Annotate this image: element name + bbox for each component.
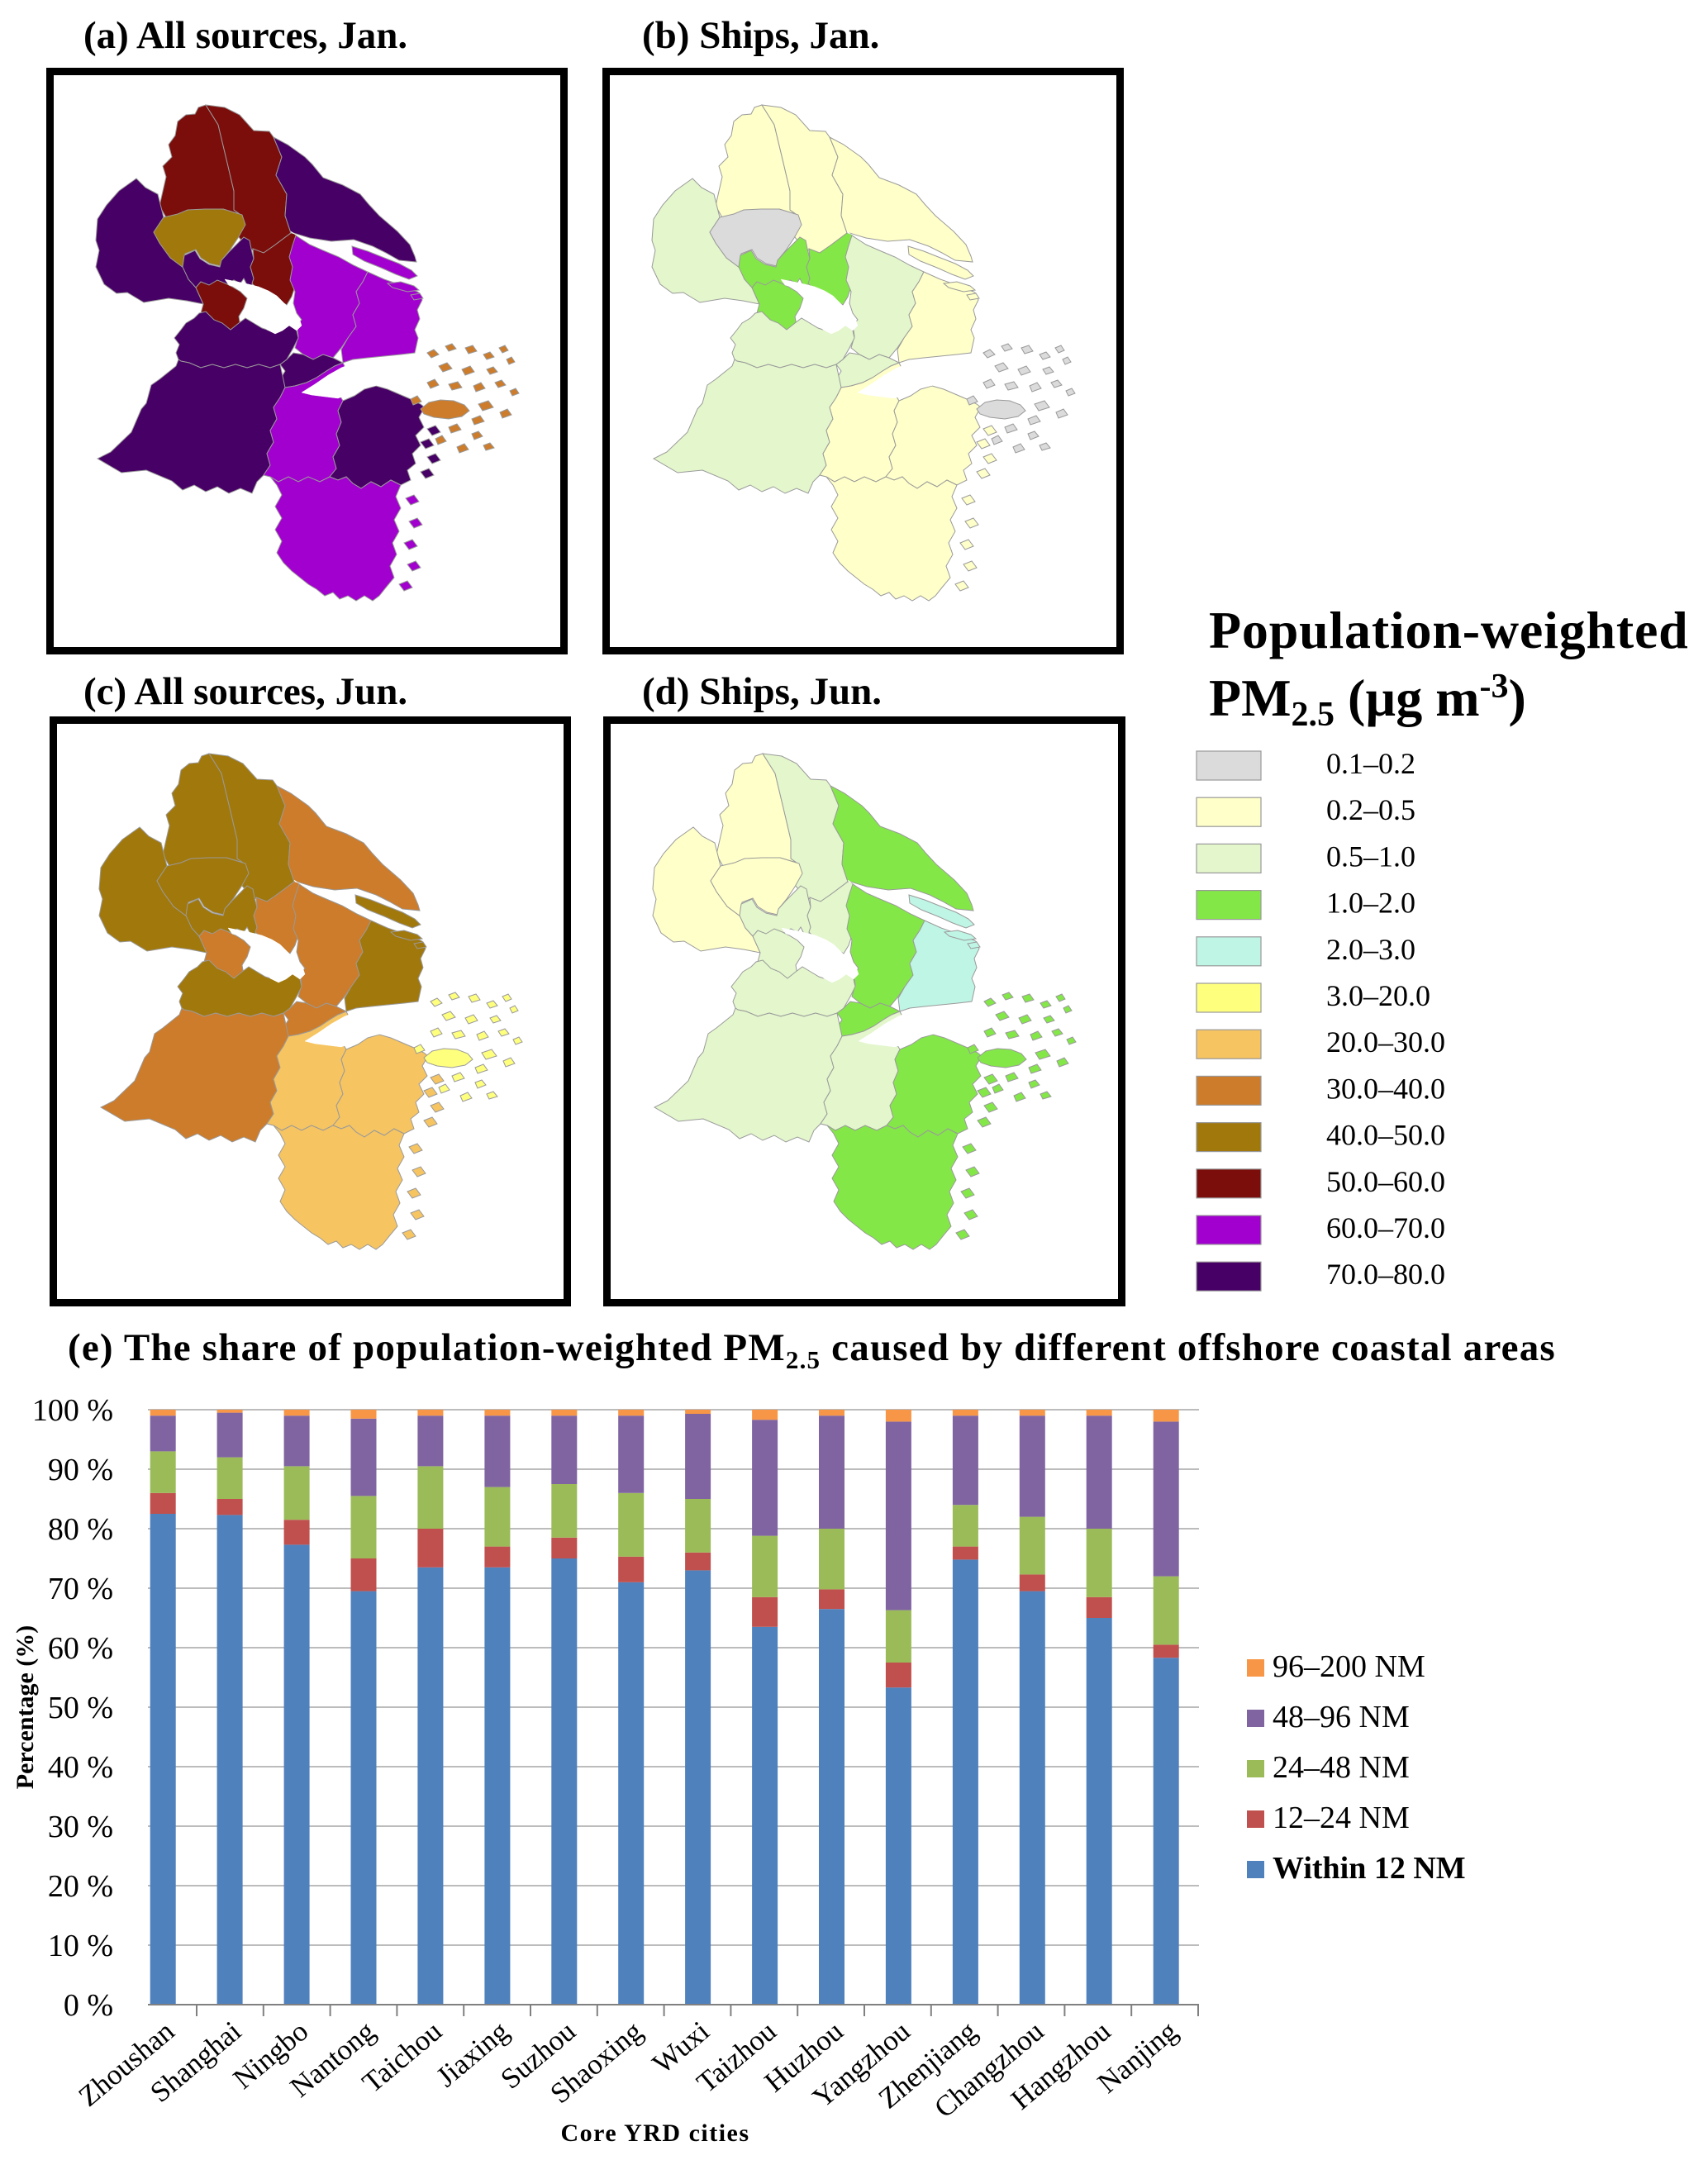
svg-text:1.0–2.0: 1.0–2.0 (1326, 887, 1415, 920)
svg-text:40.0–50.0: 40.0–50.0 (1326, 1119, 1445, 1152)
svg-text:30 %: 30 % (48, 1810, 113, 1844)
svg-text:Within 12 NM: Within 12 NM (1273, 1851, 1466, 1886)
svg-text:60 %: 60 % (48, 1631, 113, 1666)
svg-text:(e) The share of population-we: (e) The share of population-weighted PM2… (68, 1326, 1556, 1374)
svg-text:0.2–0.5: 0.2–0.5 (1326, 793, 1415, 826)
svg-text:Core YRD cities: Core YRD cities (560, 2120, 749, 2147)
svg-text:(d) Ships, Jun.: (d) Ships, Jun. (642, 670, 882, 713)
svg-text:3.0–20.0: 3.0–20.0 (1326, 979, 1430, 1012)
svg-text:10 %: 10 % (48, 1929, 113, 1963)
svg-text:PM2.5 (µg m-3): PM2.5 (µg m-3) (1209, 668, 1526, 734)
svg-text:80 %: 80 % (48, 1512, 113, 1547)
svg-text:0.5–1.0: 0.5–1.0 (1326, 840, 1415, 873)
svg-text:100 %: 100 % (32, 1393, 113, 1428)
svg-text:60.0–70.0: 60.0–70.0 (1326, 1211, 1445, 1244)
svg-text:70.0–80.0: 70.0–80.0 (1326, 1258, 1445, 1291)
svg-text:20 %: 20 % (48, 1869, 113, 1904)
svg-text:50.0–60.0: 50.0–60.0 (1326, 1165, 1445, 1198)
svg-text:40 %: 40 % (48, 1750, 113, 1785)
svg-text:0.1–0.2: 0.1–0.2 (1326, 747, 1415, 780)
svg-text:(a) All sources, Jan.: (a) All sources, Jan. (83, 14, 407, 57)
svg-text:70 %: 70 % (48, 1572, 113, 1606)
svg-text:Population-weighted: Population-weighted (1209, 601, 1689, 659)
svg-text:48–96 NM: 48–96 NM (1273, 1700, 1410, 1734)
svg-text:50 %: 50 % (48, 1691, 113, 1725)
svg-text:96–200 NM: 96–200 NM (1273, 1649, 1425, 1684)
svg-text:Jiaxing: Jiaxing (431, 2015, 516, 2093)
svg-text:90 %: 90 % (48, 1453, 113, 1487)
svg-text:30.0–40.0: 30.0–40.0 (1326, 1072, 1445, 1105)
svg-text:24–48 NM: 24–48 NM (1273, 1750, 1410, 1785)
svg-text:20.0–30.0: 20.0–30.0 (1326, 1025, 1445, 1059)
svg-text:Percentage (%): Percentage (%) (12, 1625, 39, 1790)
svg-text:12–24 NM: 12–24 NM (1273, 1801, 1410, 1835)
svg-text:2.0–3.0: 2.0–3.0 (1326, 933, 1415, 966)
svg-text:0 %: 0 % (64, 1988, 113, 2023)
svg-text:(b) Ships, Jan.: (b) Ships, Jan. (642, 14, 879, 57)
svg-text:(c) All sources, Jun.: (c) All sources, Jun. (83, 670, 407, 713)
